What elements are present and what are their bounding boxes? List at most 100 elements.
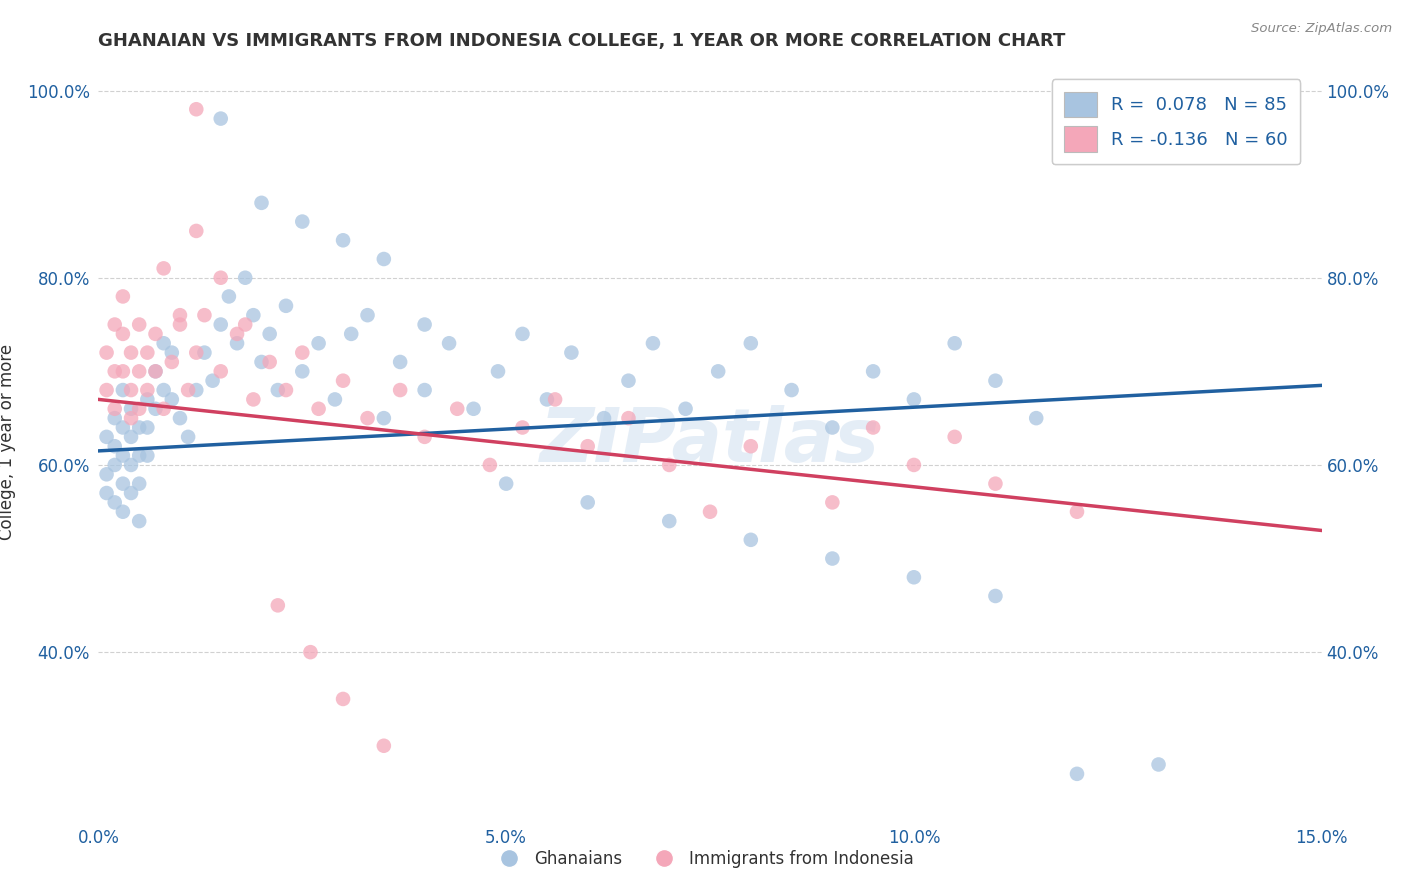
Point xyxy=(259,326,281,341)
Point xyxy=(463,401,485,416)
Point xyxy=(152,336,174,351)
Point xyxy=(242,308,264,322)
Point xyxy=(111,289,134,303)
Point xyxy=(291,345,314,359)
Point xyxy=(128,364,150,378)
Point xyxy=(120,486,142,500)
Point xyxy=(201,374,224,388)
Point xyxy=(373,411,395,425)
Point xyxy=(177,430,200,444)
Point xyxy=(242,392,264,407)
Point xyxy=(104,318,127,332)
Point xyxy=(104,401,127,416)
Legend: R =  0.078   N = 85, R = -0.136   N = 60: R = 0.078 N = 85, R = -0.136 N = 60 xyxy=(1052,79,1301,164)
Point xyxy=(226,326,249,341)
Point xyxy=(536,392,558,407)
Point xyxy=(544,392,567,407)
Point xyxy=(274,383,297,397)
Point xyxy=(209,318,232,332)
Point xyxy=(291,214,314,228)
Point xyxy=(943,336,966,351)
Point xyxy=(136,392,159,407)
Point xyxy=(617,374,640,388)
Point xyxy=(560,345,582,359)
Point xyxy=(413,383,436,397)
Point xyxy=(1066,505,1088,519)
Point xyxy=(332,374,354,388)
Point xyxy=(512,420,534,434)
Point xyxy=(186,102,208,116)
Point xyxy=(226,336,249,351)
Point xyxy=(218,289,240,303)
Legend: Ghanaians, Immigrants from Indonesia: Ghanaians, Immigrants from Indonesia xyxy=(485,844,921,875)
Point xyxy=(821,495,844,509)
Point xyxy=(862,364,884,378)
Point xyxy=(120,401,142,416)
Point xyxy=(308,401,330,416)
Point xyxy=(111,476,134,491)
Point xyxy=(259,355,281,369)
Point xyxy=(111,326,134,341)
Point xyxy=(152,401,174,416)
Point xyxy=(291,364,314,378)
Point xyxy=(145,364,167,378)
Point xyxy=(576,495,599,509)
Point xyxy=(193,308,215,322)
Point xyxy=(111,505,134,519)
Point xyxy=(821,551,844,566)
Point xyxy=(413,430,436,444)
Point xyxy=(617,411,640,425)
Point xyxy=(250,195,273,210)
Point xyxy=(152,261,174,276)
Point xyxy=(145,364,167,378)
Point xyxy=(308,336,330,351)
Point xyxy=(111,420,134,434)
Point xyxy=(1025,411,1047,425)
Point xyxy=(740,533,762,547)
Point xyxy=(136,345,159,359)
Point xyxy=(984,374,1007,388)
Point xyxy=(136,420,159,434)
Point xyxy=(104,458,127,472)
Point xyxy=(152,383,174,397)
Point xyxy=(478,458,501,472)
Point xyxy=(903,570,925,584)
Point xyxy=(209,112,232,126)
Point xyxy=(96,467,118,482)
Point xyxy=(128,318,150,332)
Point xyxy=(862,420,884,434)
Point xyxy=(984,476,1007,491)
Point xyxy=(145,326,167,341)
Point xyxy=(780,383,803,397)
Point xyxy=(413,318,436,332)
Point xyxy=(943,430,966,444)
Point xyxy=(486,364,509,378)
Point xyxy=(209,270,232,285)
Point xyxy=(120,383,142,397)
Point xyxy=(740,439,762,453)
Point xyxy=(446,401,468,416)
Point xyxy=(104,495,127,509)
Point xyxy=(389,355,412,369)
Point xyxy=(699,505,721,519)
Point xyxy=(707,364,730,378)
Point xyxy=(193,345,215,359)
Point xyxy=(740,336,762,351)
Point xyxy=(299,645,322,659)
Point xyxy=(186,345,208,359)
Point xyxy=(169,308,191,322)
Point xyxy=(128,449,150,463)
Point xyxy=(120,458,142,472)
Text: GHANAIAN VS IMMIGRANTS FROM INDONESIA COLLEGE, 1 YEAR OR MORE CORRELATION CHART: GHANAIAN VS IMMIGRANTS FROM INDONESIA CO… xyxy=(98,32,1066,50)
Point xyxy=(111,449,134,463)
Point xyxy=(120,430,142,444)
Point xyxy=(576,439,599,453)
Point xyxy=(332,692,354,706)
Point xyxy=(821,420,844,434)
Point xyxy=(120,345,142,359)
Point xyxy=(267,383,290,397)
Point xyxy=(209,364,232,378)
Point xyxy=(373,739,395,753)
Point xyxy=(160,345,183,359)
Point xyxy=(186,224,208,238)
